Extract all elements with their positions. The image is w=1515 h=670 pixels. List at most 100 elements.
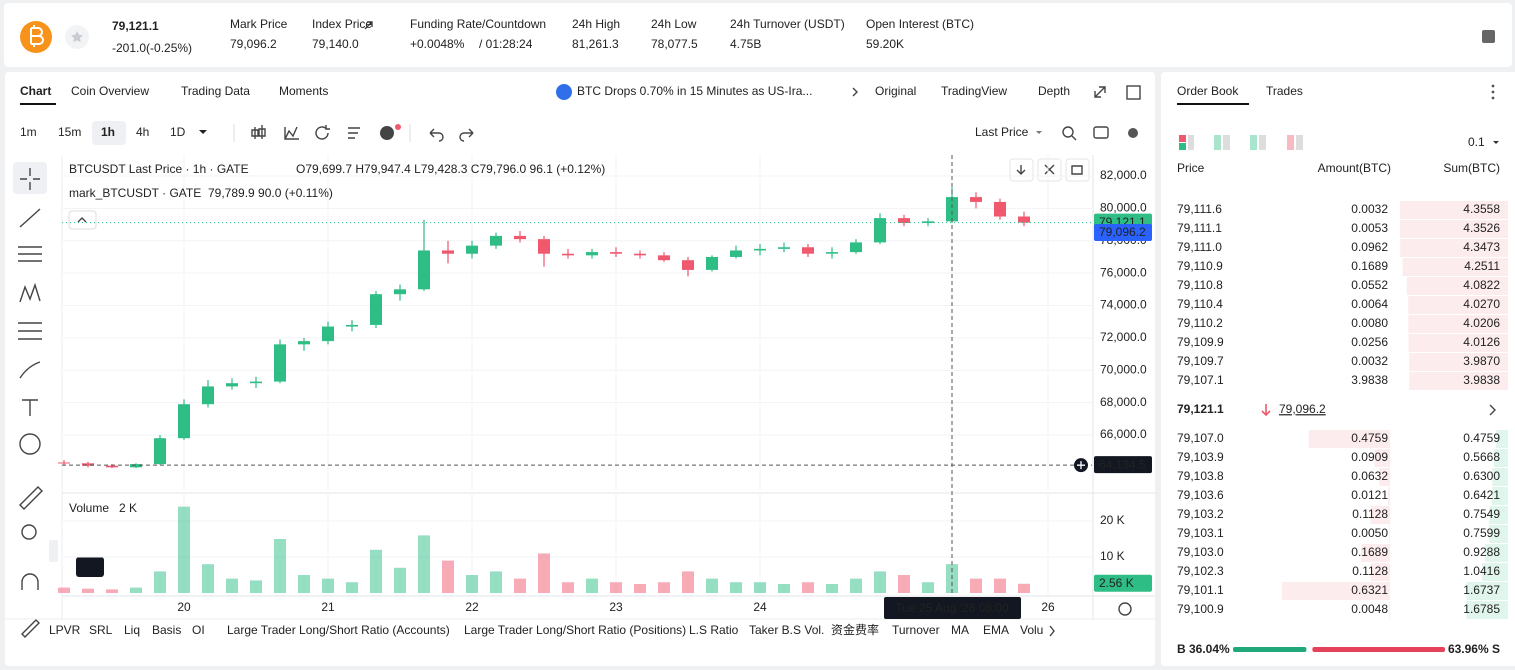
candle-type-icon[interactable] [251, 125, 266, 139]
view-bids[interactable] [1214, 135, 1221, 150]
price[interactable]: 79,110.8 [1177, 278, 1223, 292]
price[interactable]: 79,103.8 [1177, 469, 1224, 483]
indicator-tab[interactable]: Basis [152, 623, 181, 637]
price[interactable]: 79,111.0 [1177, 240, 1222, 254]
price[interactable]: 79,109.9 [1177, 335, 1224, 349]
orderbook-more[interactable] [1489, 404, 1496, 416]
indicator-tab[interactable]: SRL [89, 623, 113, 637]
price[interactable]: 79,103.9 [1177, 450, 1224, 464]
chart-tab[interactable]: Moments [279, 84, 328, 98]
sum: 3.9870 [1463, 354, 1500, 368]
settings-icon[interactable] [1128, 128, 1138, 138]
price[interactable]: 79,111.6 [1177, 202, 1222, 216]
indicator-tab[interactable]: L.S Ratio [689, 623, 739, 637]
indicator-tab[interactable]: Large Trader Long/Short Ratio (Accounts) [227, 623, 450, 637]
search-icon[interactable] [1062, 126, 1074, 138]
fib-tool[interactable] [18, 246, 42, 262]
price[interactable]: 79,110.9 [1177, 259, 1223, 273]
source-dropdown[interactable] [1036, 131, 1042, 134]
axis-settings[interactable] [1118, 602, 1132, 616]
indicator-scroll[interactable] [1049, 625, 1055, 637]
settings-list-icon[interactable] [348, 127, 360, 139]
interval[interactable]: 15m [58, 125, 81, 139]
price[interactable]: 79,111.1 [1177, 221, 1222, 235]
indicator-tab[interactable]: Taker B.S Vol. [749, 623, 824, 637]
indicator-tab[interactable]: EMA [983, 623, 1009, 637]
price[interactable]: 79,103.1 [1177, 526, 1224, 540]
candle-body [946, 197, 958, 222]
fullscreen-icon[interactable] [1094, 86, 1106, 98]
orderbook-tab[interactable]: Order Book [1177, 84, 1239, 98]
indicator-tab[interactable]: 资金费率 [831, 622, 879, 637]
magnet-tool[interactable] [21, 573, 39, 590]
layout-icon[interactable] [1482, 30, 1495, 43]
chart-tab[interactable]: Coin Overview [71, 84, 149, 98]
price[interactable]: 79,110.2 [1177, 316, 1223, 330]
chart-tab[interactable]: Chart [20, 84, 51, 98]
price[interactable]: 79,103.2 [1177, 507, 1224, 521]
interval[interactable]: 4h [136, 125, 149, 139]
view-asks[interactable] [1287, 135, 1294, 150]
indicator-tab[interactable]: LPVR [49, 623, 81, 637]
indicator-tab[interactable]: MA [951, 623, 969, 637]
chart-button[interactable] [1065, 158, 1090, 182]
add-indicator-icon[interactable] [380, 126, 394, 140]
indicator-tab[interactable]: Turnover [892, 623, 940, 637]
news-headline[interactable]: BTC Drops 0.70% in 15 Minutes as US-Ira.… [577, 84, 812, 98]
collapse-legend[interactable] [68, 210, 97, 230]
orderbook-tab[interactable]: Trades [1266, 84, 1303, 98]
y-tick-label: 82,000.0 [1100, 168, 1147, 182]
zoom-tool[interactable] [21, 524, 37, 540]
view-both[interactable] [1179, 135, 1186, 142]
interval[interactable]: 1h [101, 125, 115, 139]
redo-icon[interactable] [459, 128, 474, 142]
undo-icon[interactable] [429, 128, 444, 142]
interval-dropdown[interactable] [199, 130, 207, 134]
price[interactable]: 79,110.4 [1177, 297, 1223, 311]
external-link-icon[interactable] [364, 21, 373, 30]
view-tab[interactable]: TradingView [941, 84, 1007, 98]
projection-tool[interactable] [18, 322, 42, 340]
volume-bar [466, 575, 478, 593]
view-tab[interactable]: Depth [1038, 84, 1070, 98]
depth-bar [1400, 220, 1508, 238]
interval[interactable]: 1m [20, 125, 37, 139]
indicator-tab[interactable]: OI [192, 623, 205, 637]
snapshot-icon[interactable] [1093, 126, 1109, 139]
chart-tab[interactable]: Trading Data [181, 84, 250, 98]
view-bids-only[interactable] [1250, 135, 1257, 150]
news-arrow[interactable] [852, 87, 858, 97]
indicator-tab[interactable]: Liq [124, 623, 140, 637]
cursor-tool[interactable] [20, 168, 40, 190]
lock-tool[interactable] [21, 619, 40, 638]
indicator-icon[interactable] [284, 126, 299, 140]
menu-dot[interactable] [1491, 96, 1495, 100]
pattern-tool[interactable] [19, 282, 41, 303]
view-tab[interactable]: Original [875, 84, 916, 98]
candle-body [514, 235, 526, 240]
brush-tool[interactable] [19, 361, 41, 379]
price[interactable]: 79,103.6 [1177, 488, 1224, 502]
price[interactable]: 79,109.7 [1177, 354, 1224, 368]
price[interactable]: 79,100.9 [1177, 602, 1224, 616]
precision-dropdown[interactable] [1493, 141, 1499, 144]
depth-bar [1400, 239, 1508, 257]
indicator-tab[interactable]: Large Trader Long/Short Ratio (Positions… [464, 623, 686, 637]
price[interactable]: 79,107.1 [1177, 373, 1224, 387]
price-source[interactable]: Last Price [975, 125, 1029, 139]
precision[interactable]: 0.1 [1468, 135, 1485, 149]
price[interactable]: 79,107.0 [1177, 431, 1224, 445]
window-icon[interactable] [1126, 85, 1141, 100]
emoji-tool[interactable] [19, 433, 41, 455]
refresh-icon[interactable] [315, 125, 330, 140]
measure-tool[interactable] [19, 486, 43, 510]
trend-line-tool[interactable] [19, 208, 41, 228]
price[interactable]: 79,101.1 [1177, 583, 1224, 597]
text-tool[interactable] [22, 399, 38, 416]
interval[interactable]: 1D [170, 125, 186, 139]
price[interactable]: 79,102.3 [1177, 564, 1224, 578]
collapse-toolbar[interactable] [49, 540, 58, 562]
price[interactable]: 79,103.0 [1177, 545, 1224, 559]
indicator-tab[interactable]: Volu [1020, 623, 1043, 637]
